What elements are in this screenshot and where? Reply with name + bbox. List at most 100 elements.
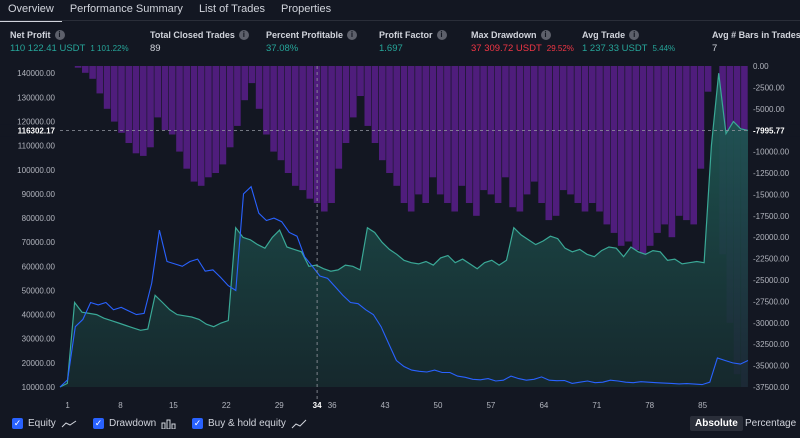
drawdown-bar bbox=[668, 66, 676, 238]
drawdown-bar bbox=[241, 66, 248, 101]
info-icon[interactable]: i bbox=[436, 30, 447, 40]
drawdown-bar bbox=[617, 66, 625, 246]
drawdown-bar bbox=[284, 66, 292, 173]
drawdown-bar bbox=[306, 66, 314, 199]
drawdown-bar bbox=[596, 66, 603, 212]
drawdown-bar bbox=[603, 66, 611, 225]
metric-value: 110 122.41 USDT bbox=[10, 43, 86, 54]
info-icon[interactable]: i bbox=[540, 30, 551, 40]
metric-label: Percent Profitable bbox=[266, 30, 344, 40]
tab-performance-summary[interactable]: Performance Summary bbox=[69, 3, 183, 15]
metric-value: 7 bbox=[712, 43, 718, 54]
metric-sub-value: 29.52% bbox=[546, 44, 574, 53]
metric-value-row: 37.08% bbox=[266, 43, 357, 54]
drawdown-bar bbox=[473, 66, 480, 216]
drawdown-bar bbox=[690, 66, 697, 225]
tab-overview[interactable]: Overview bbox=[0, 0, 62, 22]
drawdown-bar bbox=[335, 66, 343, 169]
y-left-tick-label: 70000.00 bbox=[22, 238, 56, 247]
drawdown-bar bbox=[140, 66, 147, 156]
y-left-tick-label: 80000.00 bbox=[22, 214, 56, 223]
tab-properties[interactable]: Properties bbox=[280, 3, 332, 15]
y-left-tick-label: 140000.00 bbox=[17, 69, 55, 78]
drawdown-bar bbox=[183, 66, 190, 169]
percentage-toggle[interactable]: Percentage bbox=[745, 418, 797, 429]
legend-equity[interactable]: ✓ Equity bbox=[12, 418, 77, 429]
y-left-tick-label: 130000.00 bbox=[17, 93, 55, 102]
y-right-tick-label: -37500.00 bbox=[753, 383, 790, 392]
x-tick-label: 15 bbox=[169, 401, 178, 410]
drawdown-bar bbox=[226, 66, 234, 148]
y-right-tick-label: -2500.00 bbox=[753, 83, 785, 92]
y-right-tick-label: -12500.00 bbox=[753, 169, 790, 178]
checkbox-icon[interactable]: ✓ bbox=[93, 418, 104, 429]
y-right-tick-label: -35000.00 bbox=[753, 362, 790, 371]
drawdown-bar bbox=[118, 66, 125, 133]
drawdown-bar bbox=[661, 66, 668, 225]
y-left-tick-label: 10000.00 bbox=[22, 383, 56, 392]
legend-drawdown[interactable]: ✓ Drawdown bbox=[93, 418, 177, 429]
checkbox-icon[interactable]: ✓ bbox=[192, 418, 203, 429]
buyhold-line bbox=[59, 185, 749, 388]
drawdown-bar bbox=[494, 66, 502, 203]
x-tick-label: 34 bbox=[313, 401, 322, 410]
absolute-toggle[interactable]: Absolute bbox=[690, 416, 743, 431]
x-tick-label: 29 bbox=[275, 401, 284, 410]
drawdown-bar bbox=[581, 66, 589, 212]
x-tick-label: 1 bbox=[65, 401, 70, 410]
drawdown-bar bbox=[574, 66, 582, 203]
drawdown-bar bbox=[422, 66, 429, 203]
drawdown-bar bbox=[350, 66, 357, 118]
area-line-icon bbox=[61, 420, 77, 427]
equity-chart: 140000.00 130000.00 120000.00 1 10000.00 1000… bbox=[0, 62, 800, 410]
drawdown-bar bbox=[407, 66, 415, 212]
drawdown-bar bbox=[212, 66, 219, 173]
equity-area bbox=[60, 73, 748, 387]
drawdown-bar bbox=[96, 66, 104, 94]
y-left-tick-label: 60000.00 bbox=[22, 262, 56, 271]
chart-legend: ✓ Equity ✓ Drawdown ✓ Buy & hold equity … bbox=[0, 416, 800, 434]
drawdown-bar bbox=[234, 66, 241, 126]
crosshair-left-value: 116302.17 bbox=[18, 126, 56, 135]
info-icon[interactable]: i bbox=[347, 30, 358, 40]
x-tick-label: 8 bbox=[118, 401, 123, 410]
metric-avg-trade: Avg Trade i 1 237.33 USDT 5.44% bbox=[582, 30, 675, 54]
metric-net-profit: Net Profit i 110 122.41 USDT 1 101.22% bbox=[10, 30, 129, 54]
y-right-tick-label: -30000.00 bbox=[753, 319, 790, 328]
legend-equity-label: Equity bbox=[28, 418, 56, 429]
drawdown-bar bbox=[321, 66, 328, 212]
metric-label-row: Percent Profitable i bbox=[266, 30, 358, 40]
drawdown-bar bbox=[704, 66, 712, 92]
drawdown-bar bbox=[502, 66, 509, 178]
tab-bar: Overview Performance Summary List of Trade… bbox=[0, 0, 800, 22]
metric-label: Avg Trade bbox=[582, 30, 626, 40]
drawdown-bar bbox=[364, 66, 372, 126]
drawdown-bar bbox=[545, 66, 553, 221]
drawdown-bar bbox=[451, 66, 458, 212]
metric-value: 1 237.33 USDT bbox=[582, 43, 648, 54]
drawdown-bar bbox=[190, 66, 198, 182]
y-right-tick-label: -27500.00 bbox=[753, 297, 790, 306]
drawdown-bar bbox=[639, 66, 647, 259]
drawdown-bar bbox=[82, 66, 89, 73]
metric-value: 37 309.72 USDT bbox=[471, 43, 542, 54]
info-icon[interactable]: i bbox=[238, 30, 249, 40]
info-icon[interactable]: i bbox=[54, 30, 65, 40]
x-tick-label: 43 bbox=[381, 401, 390, 410]
x-tick-label: 22 bbox=[222, 401, 231, 410]
checkbox-icon[interactable]: ✓ bbox=[12, 418, 23, 429]
legend-buyhold[interactable]: ✓ Buy & hold equity bbox=[192, 418, 307, 429]
metric-value: 89 bbox=[150, 43, 161, 54]
drawdown-bar bbox=[219, 66, 227, 165]
tab-list-of-trades[interactable]: List of Trades bbox=[198, 3, 265, 15]
drawdown-bar bbox=[263, 66, 270, 135]
drawdown-bar bbox=[458, 66, 466, 186]
y-left-tick-label: 100000.00 bbox=[17, 166, 55, 175]
info-icon[interactable]: i bbox=[629, 30, 640, 40]
line-icon bbox=[291, 419, 307, 428]
drawdown-bar bbox=[248, 66, 256, 84]
drawdown-bar bbox=[400, 66, 408, 203]
y-left-tick-label: 120000.00 bbox=[17, 118, 55, 127]
drawdown-bar bbox=[560, 66, 567, 191]
